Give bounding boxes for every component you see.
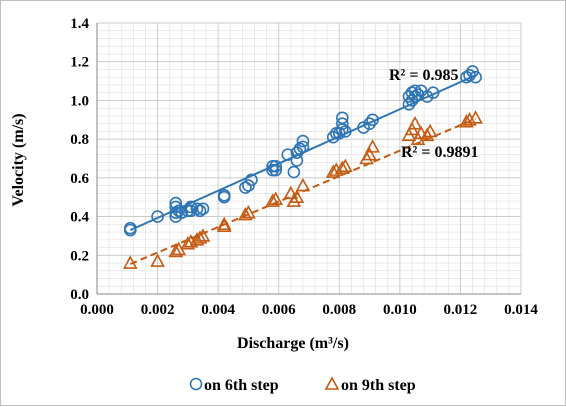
data-point-9th-step	[265, 193, 281, 207]
data-point-9th-step	[192, 230, 208, 244]
data-point-6th-step	[336, 117, 349, 130]
data-point-6th-step	[269, 163, 282, 177]
data-point-9th-step	[283, 185, 299, 200]
trend-line-series-2	[129, 117, 476, 265]
data-point-6th-step	[411, 88, 425, 101]
data-point-6th-step	[269, 159, 282, 173]
data-point-6th-step	[402, 98, 416, 111]
data-point-6th-step	[363, 117, 376, 130]
data-point-6th-step	[172, 204, 186, 218]
data-point-9th-step	[150, 253, 165, 267]
data-point-6th-step	[296, 140, 310, 154]
data-point-9th-step	[468, 110, 483, 124]
data-point-9th-step	[328, 162, 344, 176]
y-tick-label: 1.2	[70, 55, 89, 71]
data-point-6th-step	[287, 165, 301, 179]
data-point-9th-step	[407, 115, 423, 130]
data-point-6th-step	[408, 84, 422, 98]
data-point-6th-step	[239, 181, 252, 194]
data-point-9th-step	[286, 193, 302, 207]
data-point-9th-step	[268, 191, 284, 205]
data-point-6th-step	[293, 142, 307, 156]
data-point-9th-step	[180, 236, 196, 250]
data-point-9th-step	[419, 127, 435, 142]
data-point-9th-step	[359, 150, 374, 165]
axes	[96, 23, 521, 295]
data-point-9th-step	[295, 177, 311, 192]
legend-circle-marker	[189, 377, 203, 391]
data-point-6th-step	[124, 221, 137, 235]
data-point-6th-step	[336, 111, 349, 125]
data-point-9th-step	[413, 125, 429, 140]
legend-label-6th-step: on 6th step	[204, 377, 279, 394]
data-point-9th-step	[462, 112, 477, 126]
data-point-6th-step	[290, 154, 304, 167]
data-point-9th-step	[241, 205, 256, 219]
data-point-9th-step	[189, 232, 205, 246]
data-point-6th-step	[175, 206, 189, 219]
data-points	[122, 65, 483, 269]
data-point-6th-step	[426, 86, 440, 99]
data-point-6th-step	[184, 204, 198, 218]
x-tick-label: 0.006	[262, 302, 296, 318]
x-tick-label: 0.012	[444, 302, 478, 318]
data-point-9th-step	[422, 123, 438, 138]
data-point-6th-step	[190, 202, 204, 216]
y-tick-label: 0.0	[70, 287, 89, 303]
data-point-9th-step	[459, 114, 474, 128]
data-point-6th-step	[242, 179, 255, 192]
legend: on 6th step on 9th step	[189, 376, 416, 394]
data-point-6th-step	[281, 148, 295, 161]
data-point-9th-step	[122, 255, 138, 269]
y-tick-label: 0.2	[70, 248, 89, 264]
legend-triangle-marker	[324, 376, 340, 390]
data-point-9th-step	[365, 139, 380, 153]
data-point-6th-step	[405, 86, 419, 99]
y-tick-label: 0.4	[70, 210, 89, 226]
data-point-6th-step	[196, 202, 210, 216]
data-point-6th-step	[339, 125, 352, 138]
x-tick-label: 0.002	[141, 302, 175, 318]
legend-label-9th-step: on 9th step	[341, 377, 416, 394]
y-tick-label: 1.4	[70, 16, 89, 32]
data-point-6th-step	[469, 70, 482, 84]
data-point-6th-step	[169, 196, 183, 210]
y-tick-label: 0.6	[70, 171, 89, 187]
x-tick-label: 0.000	[80, 302, 114, 318]
x-axis-title: Discharge (m³/s)	[237, 335, 349, 352]
tick-labels: 0.000 0.002 0.004 0.006 0.008 0.010 0.012 0.014…	[70, 16, 538, 318]
data-point-9th-step	[334, 160, 350, 174]
data-point-9th-step	[168, 243, 184, 258]
x-tick-label: 0.008	[322, 302, 356, 318]
data-point-6th-step	[193, 204, 207, 218]
data-point-6th-step	[366, 113, 379, 127]
data-point-9th-step	[325, 164, 341, 178]
data-point-9th-step	[337, 158, 353, 173]
y-axis-title: Velocity (m/s)	[10, 113, 27, 206]
x-tick-label: 0.010	[383, 302, 417, 318]
data-point-6th-step	[466, 65, 479, 78]
data-point-6th-step	[245, 173, 258, 187]
data-point-9th-step	[362, 146, 377, 161]
y-tick-label: 0.8	[70, 132, 89, 148]
x-tick-label: 0.004	[201, 302, 235, 318]
r2-label-6th-step: R² = 0.985	[389, 67, 458, 84]
y-tick-label: 1.0	[70, 93, 89, 109]
r2-label-9th-step: R² = 0.9891	[401, 144, 478, 161]
grid	[96, 22, 522, 295]
data-point-6th-step	[296, 134, 310, 148]
data-point-9th-step	[289, 189, 305, 204]
data-point-9th-step	[238, 206, 253, 221]
data-point-9th-step	[195, 228, 211, 242]
data-point-6th-step	[217, 188, 231, 202]
data-point-9th-step	[183, 234, 199, 248]
x-tick-label: 0.014	[504, 302, 538, 318]
data-point-6th-step	[151, 210, 164, 223]
data-point-6th-step	[463, 68, 476, 82]
data-point-9th-step	[216, 218, 232, 233]
data-point-9th-step	[216, 216, 232, 231]
data-point-6th-step	[169, 206, 183, 219]
